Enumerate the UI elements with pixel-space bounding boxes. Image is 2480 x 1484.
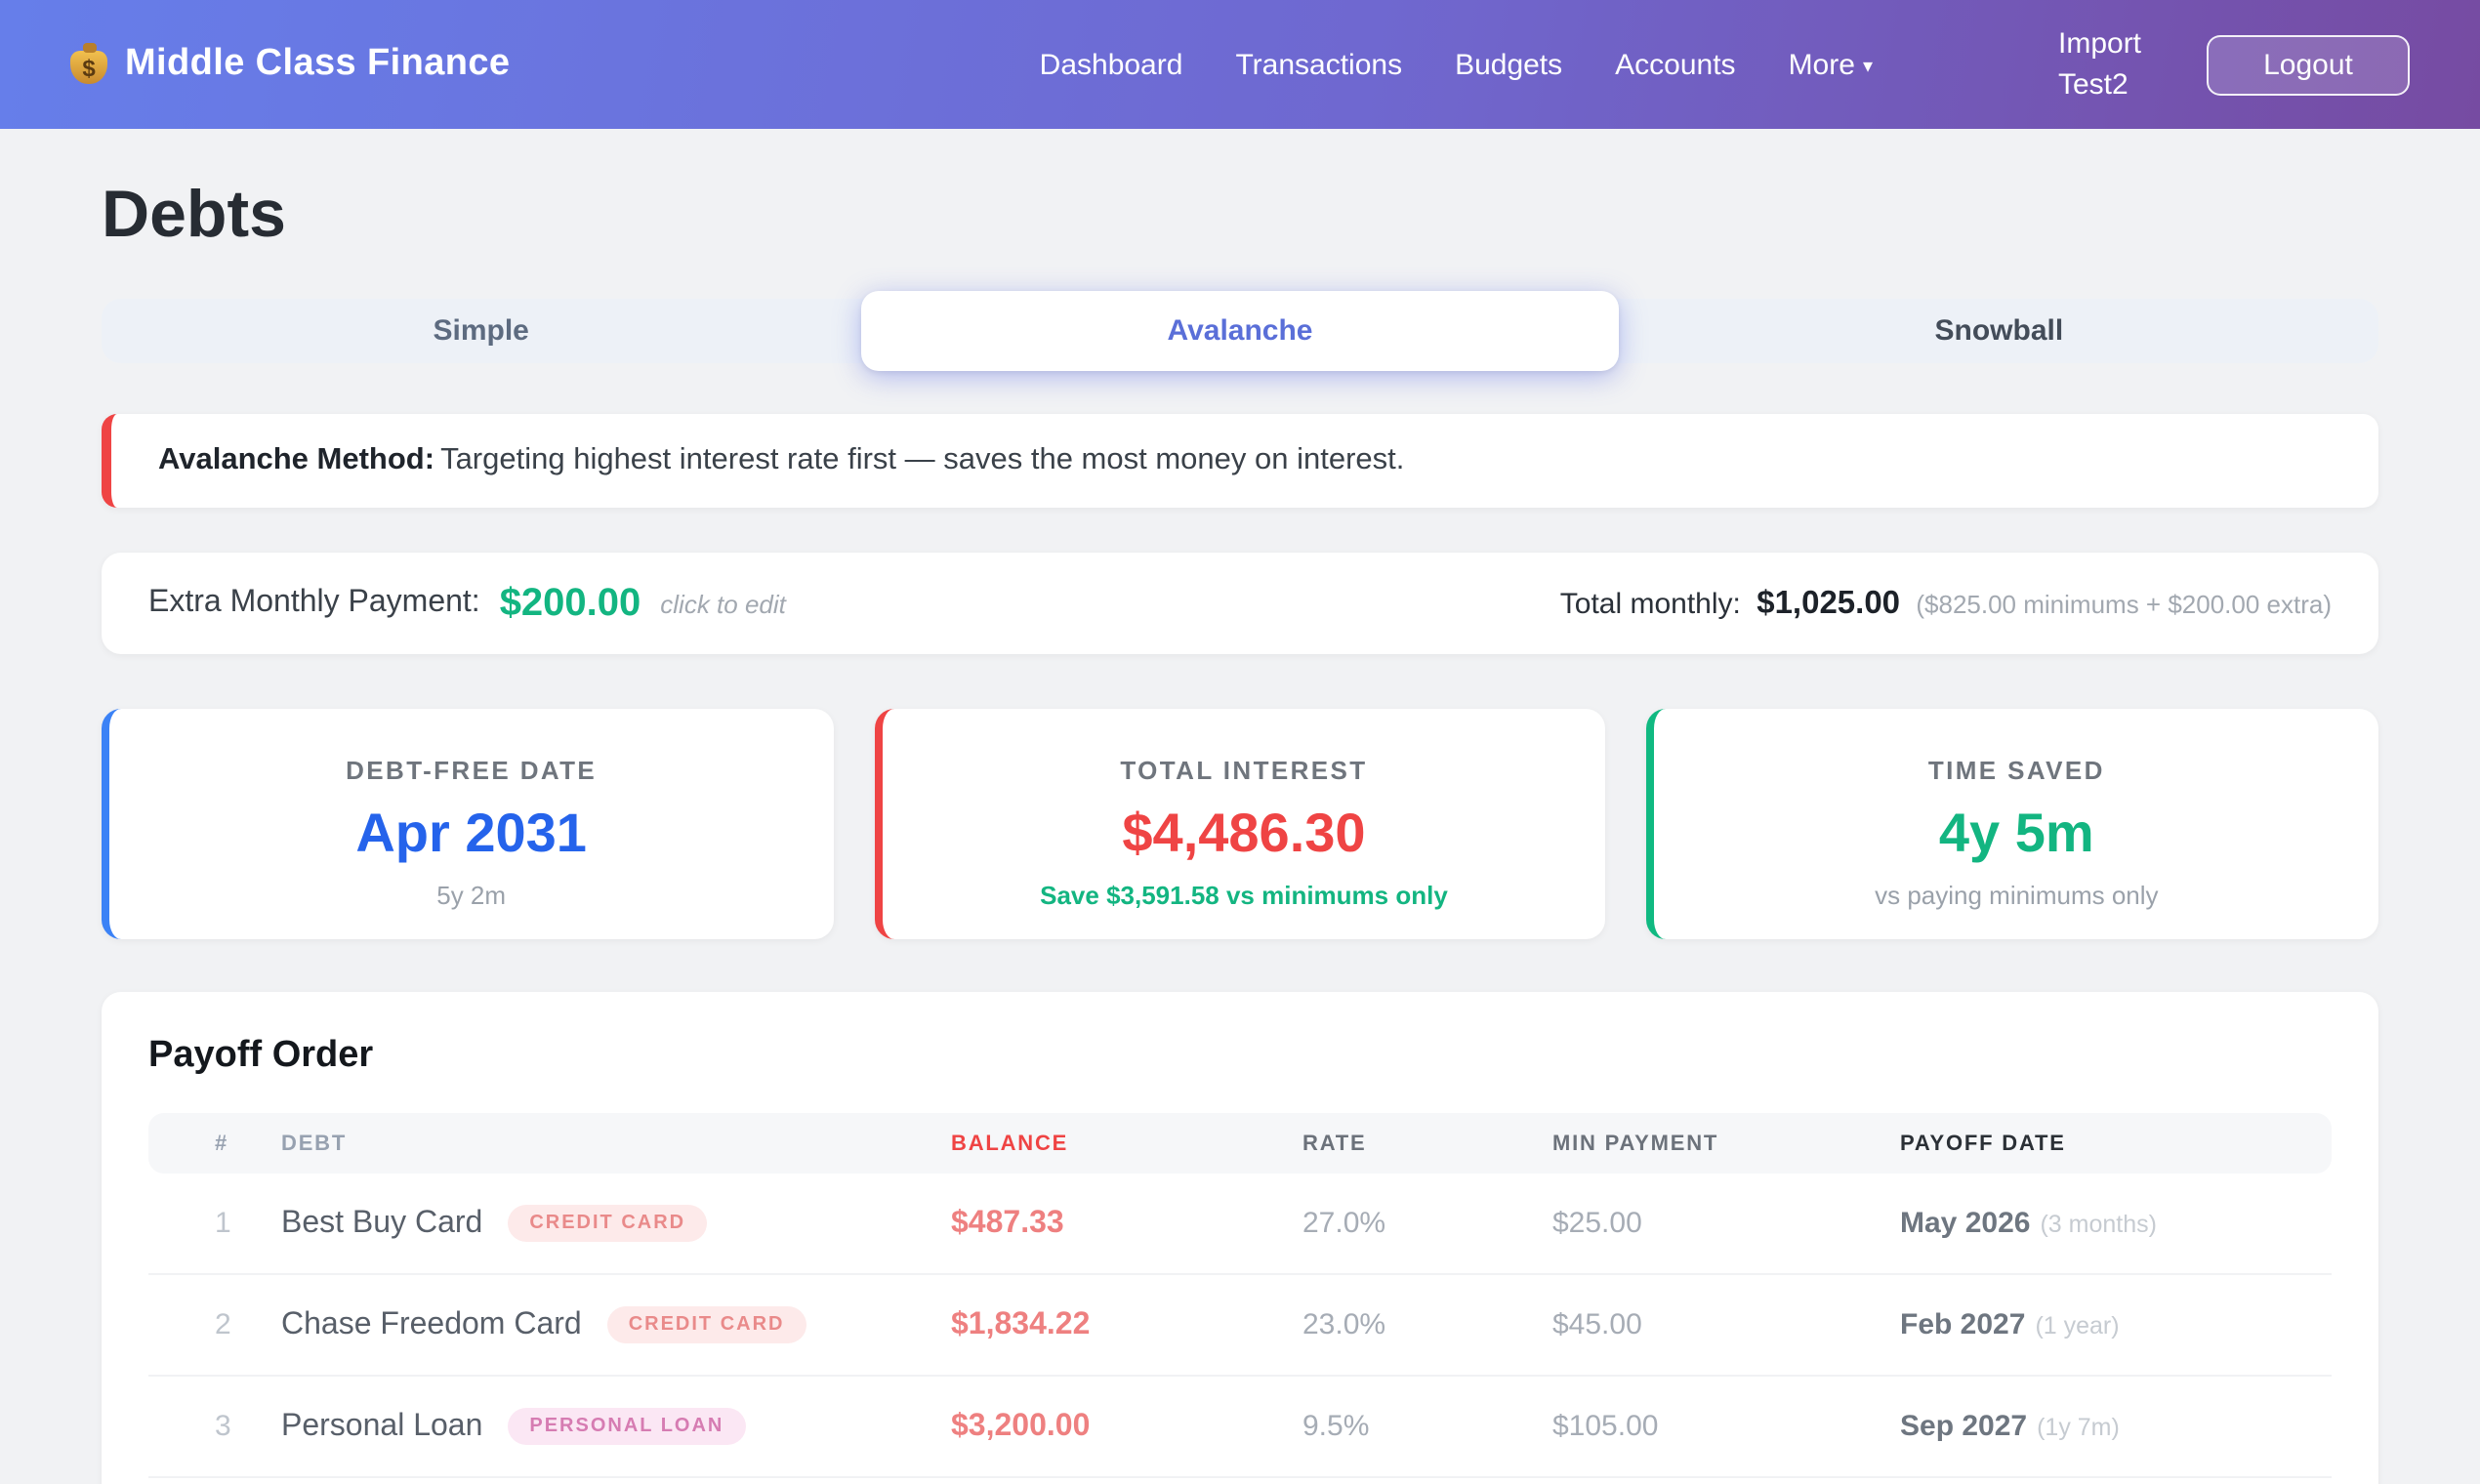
strategy-tabs: Simple Avalanche Snowball [102,291,2378,371]
chevron-down-icon: ▾ [1862,56,1873,77]
page-title: Debts [102,178,286,252]
payoff-order-title: Payoff Order [148,1035,374,1076]
method-banner-label: Avalanche Method: [158,443,435,476]
table-row: 1 Best Buy Card CREDIT CARD $487.33 27.0… [148,1174,2332,1275]
app-header: $ Middle Class Finance Dashboard Transac… [0,0,2480,129]
stat-card-total-interest: TOTAL INTEREST $4,486.30 Save $3,591.58 … [874,709,1606,939]
nav-accounts[interactable]: Accounts [1615,48,1736,81]
money-bag-icon: $ [70,51,107,84]
nav-more[interactable]: More ▾ [1789,48,1873,81]
main-nav: Dashboard Transactions Budgets Accounts … [1040,48,1873,81]
stat-sub: 5y 2m [436,881,507,910]
table-row: 2 Chase Freedom Card CREDIT CARD $1,834.… [148,1275,2332,1377]
table-header-row: # DEBT BALANCE RATE MIN PAYMENT PAYOFF D… [148,1113,2332,1174]
main-content: Debts Simple Avalanche Snowball Avalanch… [102,178,2378,1484]
stat-label: TOTAL INTEREST [1120,756,1368,785]
total-monthly-amount: $1,025.00 [1757,585,1901,620]
debt-rank: 1 [215,1207,231,1240]
tab-simple[interactable]: Simple [433,314,529,348]
total-monthly-label: Total monthly: [1559,587,1741,620]
extra-payment-hint: click to edit [660,589,786,618]
table-row: 3 Personal Loan PERSONAL LOAN $3,200.00 … [148,1377,2332,1478]
nav-budgets[interactable]: Budgets [1455,48,1563,81]
extra-payment-card: Extra Monthly Payment: $200.00 click to … [102,553,2378,654]
debt-min-payment: $25.00 [1552,1207,1642,1240]
payoff-note: (1 year) [2035,1312,2120,1340]
debt-type-badge: PERSONAL LOAN [508,1408,746,1445]
debt-payoff-date: Sep 2027 (1y 7m) [1900,1410,2120,1443]
stat-label: TIME SAVED [1927,756,2105,785]
col-header-payoff-date: PAYOFF DATE [1900,1132,2066,1155]
stat-cards: DEBT-FREE DATE Apr 2031 5y 2m TOTAL INTE… [102,709,2378,939]
debt-rate: 23.0% [1302,1308,1386,1341]
payoff-note: (3 months) [2040,1211,2157,1238]
debt-payoff-date: Feb 2027 (1 year) [1900,1308,2120,1341]
debt-rank: 2 [215,1308,231,1341]
total-monthly: Total monthly: $1,025.00 ($825.00 minimu… [1560,585,2332,622]
debt-cell: Chase Freedom Card CREDIT CARD [281,1306,951,1343]
debt-type-badge: CREDIT CARD [508,1205,708,1242]
method-banner: Avalanche Method: Targeting highest inter… [102,414,2378,508]
extra-payment-label: Extra Monthly Payment: [148,586,480,619]
brand-title: Middle Class Finance [125,43,511,84]
total-monthly-breakdown: ($825.00 minimums + $200.00 extra) [1916,589,2332,618]
debt-rate: 9.5% [1302,1410,1370,1443]
nav-transactions[interactable]: Transactions [1235,48,1403,81]
debt-min-payment: $105.00 [1552,1410,1659,1443]
stat-sub: Save $3,591.58 vs minimums only [1040,881,1448,910]
debt-name: Best Buy Card [281,1206,483,1239]
stat-card-time-saved: TIME SAVED 4y 5m vs paying minimums only [1646,709,2378,939]
stat-value: 4y 5m [1938,803,2094,863]
debt-cell: Personal Loan PERSONAL LOAN [281,1408,951,1445]
col-header-min-payment: MIN PAYMENT [1552,1132,1719,1155]
payoff-note: (1y 7m) [2037,1414,2120,1441]
method-banner-text: Targeting highest interest rate first — … [440,443,1405,476]
nav-dashboard[interactable]: Dashboard [1039,48,1183,81]
stat-sub: vs paying minimums only [1875,881,2159,910]
debt-balance: $1,834.22 [951,1307,1091,1340]
stat-card-debt-free-date: DEBT-FREE DATE Apr 2031 5y 2m [102,709,834,939]
brand: $ Middle Class Finance [70,43,510,86]
debt-balance: $3,200.00 [951,1409,1091,1442]
stat-value: Apr 2031 [355,803,587,863]
col-header-rank: # [215,1132,229,1155]
debt-rate: 27.0% [1302,1207,1386,1240]
nav-more-label: More [1788,48,1855,81]
col-header-rate: RATE [1302,1132,1367,1155]
debt-type-badge: CREDIT CARD [606,1306,806,1343]
extra-payment-amount[interactable]: $200.00 [499,581,641,624]
col-header-balance: BALANCE [951,1132,1069,1155]
debt-min-payment: $45.00 [1552,1308,1642,1341]
debt-name: Chase Freedom Card [281,1307,582,1340]
stat-value: $4,486.30 [1122,803,1366,863]
debt-balance: $487.33 [951,1206,1064,1239]
stat-label: DEBT-FREE DATE [346,756,598,785]
tab-avalanche[interactable]: Avalanche [860,291,1620,371]
logout-button[interactable]: Logout [2207,34,2410,95]
debt-payoff-date: May 2026 (3 months) [1900,1207,2157,1240]
debt-cell: Best Buy Card CREDIT CARD [281,1205,951,1242]
debt-name: Personal Loan [281,1409,483,1442]
debt-rank: 3 [215,1410,231,1443]
tab-snowball[interactable]: Snowball [1934,314,2064,348]
payoff-order-card: Payoff Order # DEBT BALANCE RATE MIN PAY… [102,992,2378,1484]
user-name: Import Test2 [2058,26,2142,102]
col-header-debt: DEBT [281,1132,348,1155]
